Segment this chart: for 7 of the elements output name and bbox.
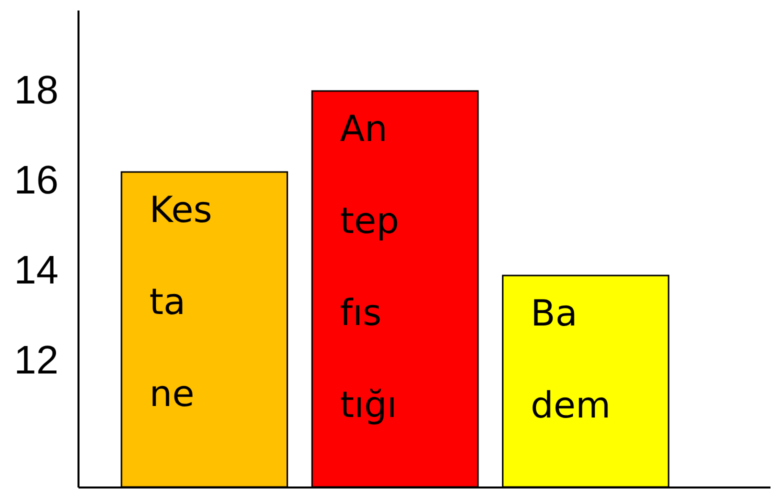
y-tick-label: 16 — [14, 158, 58, 202]
category-label: Kes ta ne — [149, 190, 212, 415]
y-tick-label: 12 — [14, 338, 58, 382]
category-label: An tep fıs tığı — [340, 109, 400, 426]
y-tick-label: 18 — [14, 68, 58, 112]
category-label: Ba dem — [530, 294, 611, 426]
y-tick-label: 14 — [14, 248, 58, 292]
